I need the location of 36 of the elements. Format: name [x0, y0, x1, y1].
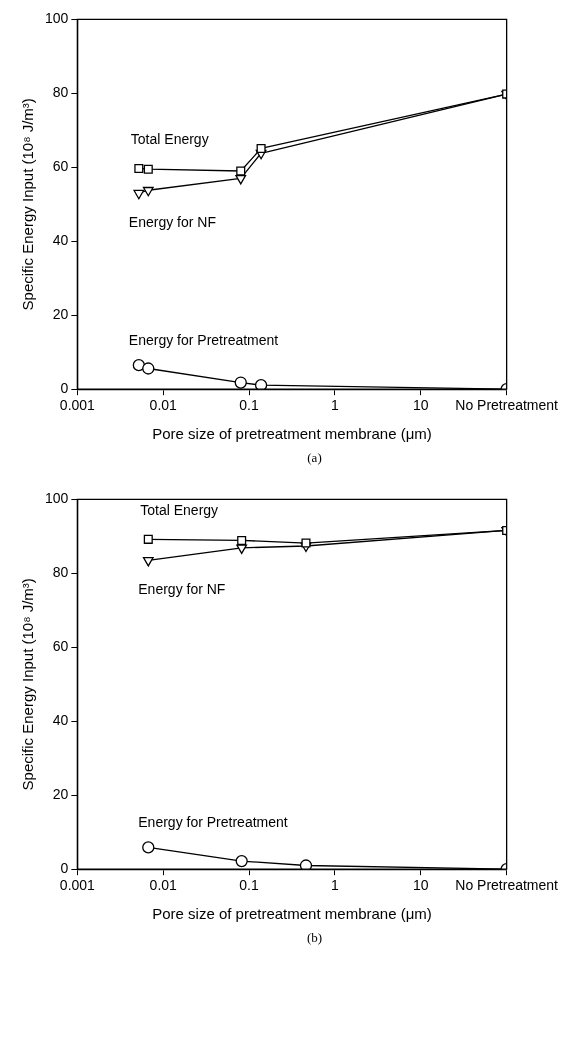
x-tick-label: 0.01	[149, 877, 178, 894]
text: (b)	[305, 930, 324, 946]
y-tick-label: 100	[45, 490, 69, 507]
x-tick-label: 1	[331, 397, 340, 414]
y-tick-label: 60	[52, 158, 69, 175]
y-tick-label: 100	[45, 10, 69, 27]
x-tick-label: 0.01	[149, 397, 178, 414]
y-tick-label: 20	[52, 786, 69, 803]
y-tick-label: 80	[52, 564, 69, 581]
y-tick-label: 20	[52, 306, 69, 323]
x-tick-label: No Pretreatment	[455, 877, 559, 894]
x-axis-title: Pore size of pretreatment membrane (μm)	[152, 425, 432, 443]
x-tick-label: 1	[331, 877, 340, 894]
x-tick-label: 10	[413, 877, 429, 894]
x-tick-label: 0.1	[239, 877, 260, 894]
x-tick-label: 0.001	[59, 397, 96, 414]
y-axis-title: Specific Energy Input (10⁸ J/m³)	[19, 578, 37, 791]
x-tick-label: 0.001	[59, 877, 96, 894]
y-tick-label: 40	[52, 712, 69, 729]
y-tick-label: 0	[60, 380, 69, 397]
y-axis-title: Specific Energy Input (10⁸ J/m³)	[19, 98, 37, 311]
y-tick-label: 80	[52, 84, 69, 101]
y-tick-label: 40	[52, 232, 69, 249]
x-tick-label: No Pretreatment	[455, 397, 559, 414]
y-tick-label: 0	[60, 860, 69, 877]
series-label: Total Energy	[130, 131, 209, 148]
series-label: Energy for NF	[138, 581, 226, 598]
series-label: Energy for NF	[128, 214, 216, 231]
x-axis-title: Pore size of pretreatment membrane (μm)	[152, 905, 432, 923]
y-tick-label: 60	[52, 638, 69, 655]
x-tick-label: 0.1	[239, 397, 260, 414]
series-label: Energy for Pretreatment	[128, 332, 279, 349]
series-label: Total Energy	[140, 502, 219, 519]
text: (a)	[306, 450, 323, 466]
x-tick-label: 10	[413, 397, 429, 414]
series-label: Energy for Pretreatment	[138, 814, 288, 831]
